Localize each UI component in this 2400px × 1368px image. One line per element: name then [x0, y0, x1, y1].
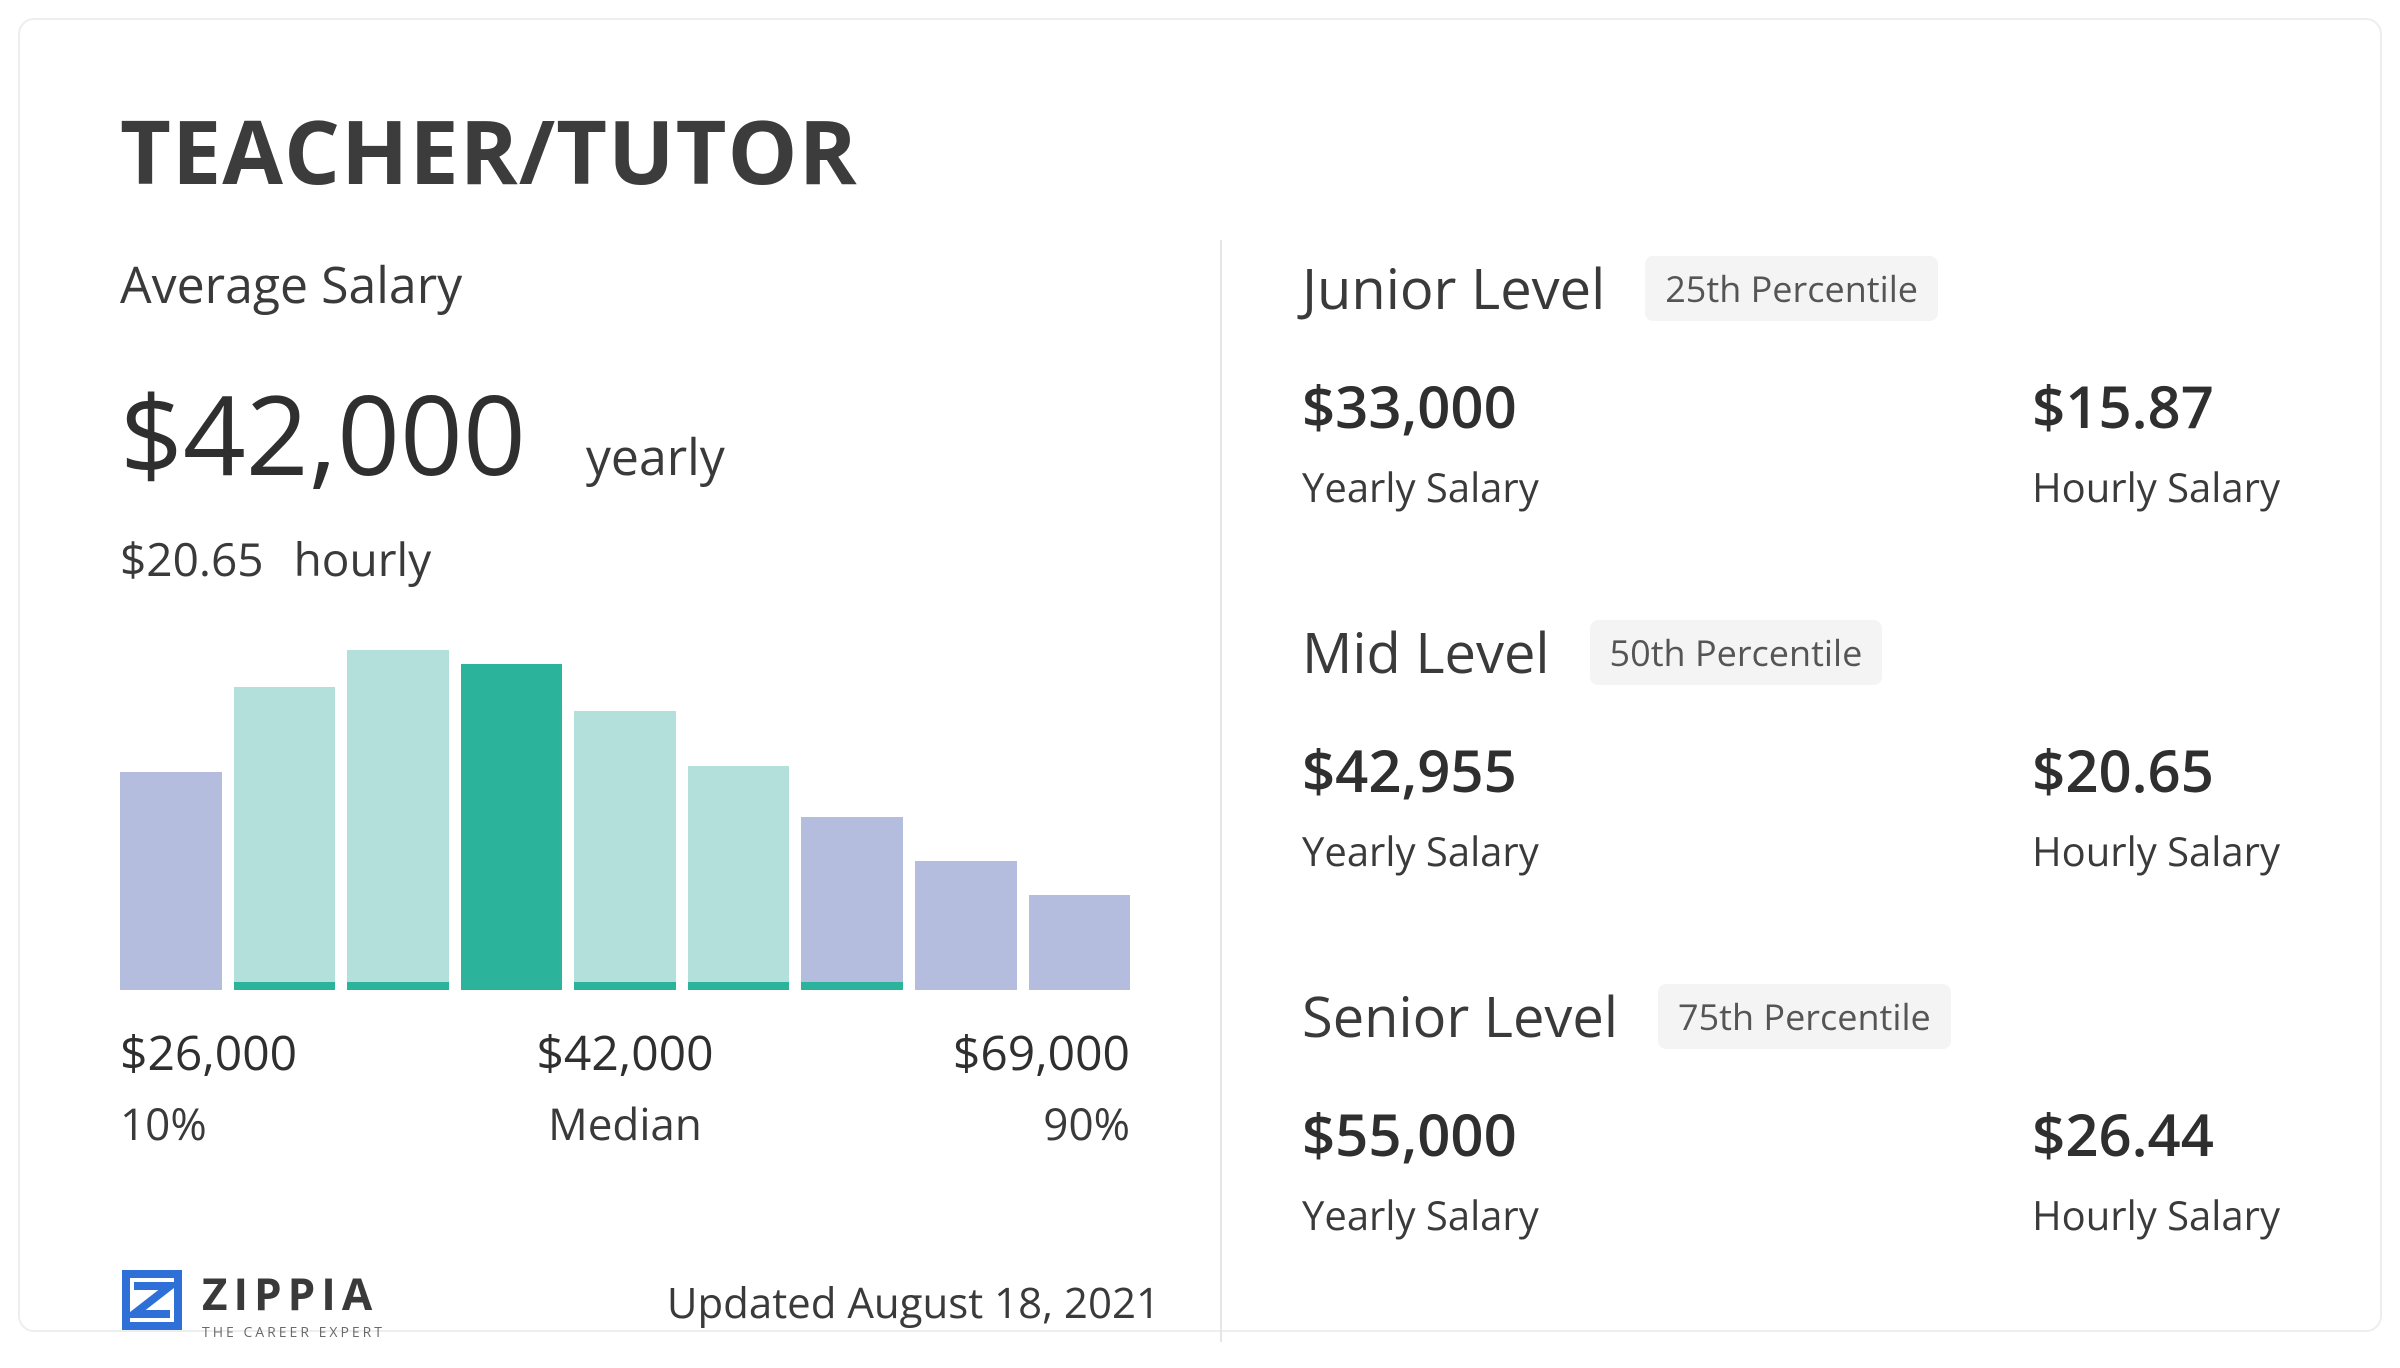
zippia-logo: ZIPPIA THE CAREER EXPERT — [120, 1263, 385, 1342]
page-title: TEACHER/TUTOR — [120, 90, 2280, 210]
salary-card: TEACHER/TUTOR Average Salary $42,000 yea… — [18, 18, 2382, 1332]
yearly-label: Yearly Salary — [1302, 459, 1539, 514]
yearly-amount: $55,000 — [1302, 1094, 1539, 1173]
yearly-col: $55,000 Yearly Salary — [1302, 1094, 1539, 1242]
hourly-col: $26.44 Hourly Salary — [2032, 1094, 2280, 1242]
logo-tagline: THE CAREER EXPERT — [202, 1323, 385, 1342]
average-salary-label: Average Salary — [120, 250, 1160, 318]
level-values: $42,955 Yearly Salary $20.65 Hourly Salary — [1302, 730, 2280, 878]
hourly-col: $15.87 Hourly Salary — [2032, 366, 2280, 514]
hourly-amount: $26.44 — [2032, 1094, 2280, 1173]
chart-bar — [234, 687, 336, 990]
updated-date: Updated August 18, 2021 — [667, 1274, 1160, 1331]
axis-right: $69,000 90% — [953, 1020, 1130, 1153]
yearly-label: Yearly Salary — [1302, 1187, 1539, 1242]
hourly-col: $20.65 Hourly Salary — [2032, 730, 2280, 878]
percentile-badge: 25th Percentile — [1645, 256, 1938, 321]
axis-right-sub: 90% — [1043, 1093, 1130, 1153]
right-column: Junior Level 25th Percentile $33,000 Yearly… — [1302, 240, 2280, 1342]
percentile-badge: 75th Percentile — [1658, 984, 1951, 1049]
level-title: Junior Level — [1302, 250, 1605, 326]
chart-bar — [915, 861, 1017, 990]
chart-bar — [347, 650, 449, 990]
chart-axis-labels: $26,000 10% $42,000 Median $69,000 90% — [120, 1020, 1130, 1153]
vertical-divider — [1220, 240, 1222, 1342]
axis-left-value: $26,000 — [120, 1020, 297, 1085]
footer-row: ZIPPIA THE CAREER EXPERT Updated August … — [120, 1263, 1160, 1342]
chart-bars — [120, 650, 1130, 990]
chart-bar — [574, 711, 676, 990]
hourly-value: $20.65 — [120, 528, 264, 590]
hourly-amount: $15.87 — [2032, 366, 2280, 445]
salary-level: Mid Level 50th Percentile $42,955 Yearly Sa… — [1302, 614, 2280, 878]
level-title: Mid Level — [1302, 614, 1550, 690]
chart-bar — [461, 664, 563, 990]
axis-left-sub: 10% — [120, 1093, 207, 1153]
hourly-amount: $20.65 — [2032, 730, 2280, 809]
yearly-amount: $33,000 — [1302, 366, 1539, 445]
yearly-unit: yearly — [586, 422, 725, 490]
salary-level: Senior Level 75th Percentile $55,000 Yearly… — [1302, 978, 2280, 1242]
zippia-logo-icon — [120, 1268, 184, 1337]
zippia-logo-text: ZIPPIA THE CAREER EXPERT — [202, 1263, 385, 1342]
yearly-col: $33,000 Yearly Salary — [1302, 366, 1539, 514]
chart-bar — [801, 817, 903, 990]
level-head: Junior Level 25th Percentile — [1302, 250, 2280, 326]
left-column: Average Salary $42,000 yearly $20.65 hou… — [120, 240, 1220, 1342]
level-title: Senior Level — [1302, 978, 1618, 1054]
axis-mid-sub: Median — [548, 1093, 702, 1153]
yearly-amount: $42,955 — [1302, 730, 1539, 809]
axis-left: $26,000 10% — [120, 1020, 297, 1153]
hourly-label: Hourly Salary — [2032, 459, 2280, 514]
level-head: Mid Level 50th Percentile — [1302, 614, 2280, 690]
chart-bar — [120, 772, 222, 990]
yearly-value: $42,000 — [120, 358, 526, 508]
yearly-label: Yearly Salary — [1302, 823, 1539, 878]
axis-mid-value: $42,000 — [536, 1020, 713, 1085]
hourly-row: $20.65 hourly — [120, 528, 1160, 590]
hourly-label: Hourly Salary — [2032, 823, 2280, 878]
hourly-unit: hourly — [294, 528, 432, 590]
percentile-badge: 50th Percentile — [1590, 620, 1883, 685]
yearly-row: $42,000 yearly — [120, 358, 1160, 508]
level-values: $55,000 Yearly Salary $26.44 Hourly Salary — [1302, 1094, 2280, 1242]
columns: Average Salary $42,000 yearly $20.65 hou… — [120, 240, 2280, 1342]
salary-distribution-chart: $26,000 10% $42,000 Median $69,000 90% — [120, 650, 1130, 1153]
level-values: $33,000 Yearly Salary $15.87 Hourly Salary — [1302, 366, 2280, 514]
level-head: Senior Level 75th Percentile — [1302, 978, 2280, 1054]
hourly-label: Hourly Salary — [2032, 1187, 2280, 1242]
logo-name: ZIPPIA — [202, 1263, 385, 1323]
axis-mid: $42,000 Median — [536, 1020, 713, 1153]
chart-bar — [1029, 895, 1131, 990]
salary-level: Junior Level 25th Percentile $33,000 Yearly… — [1302, 250, 2280, 514]
yearly-col: $42,955 Yearly Salary — [1302, 730, 1539, 878]
axis-right-value: $69,000 — [953, 1020, 1130, 1085]
chart-bar — [688, 766, 790, 990]
